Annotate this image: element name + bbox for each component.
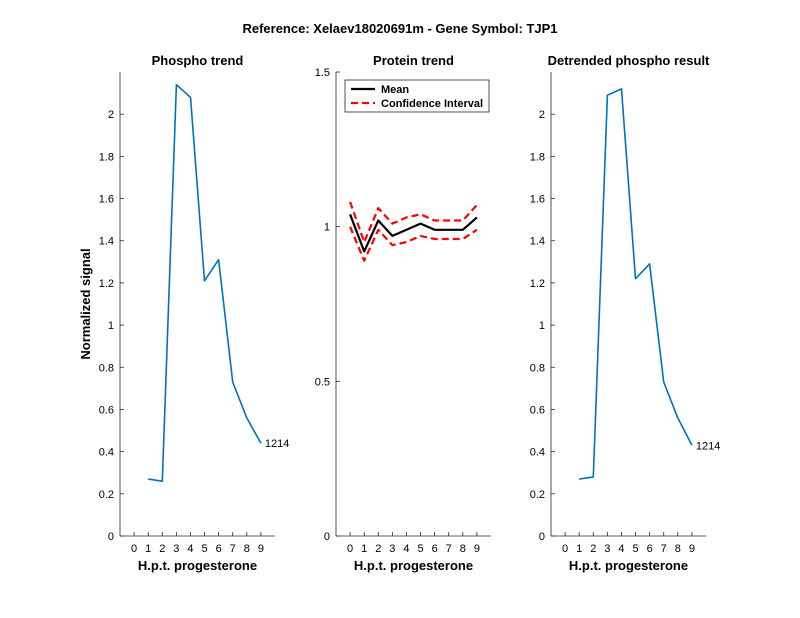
y-tick-label: 0.6 [99,404,114,416]
chart-panels: 00.20.40.60.811.21.41.61.820 1 2 3 4 5 6 7 8 9Pho… [78,53,720,573]
x-tick-label: 7 [661,543,667,555]
subplot-title: Phospho trend [152,53,244,68]
x-tick-label: 6 [432,543,438,555]
legend-label-mean: Mean [381,84,409,96]
chart-panel-3: 00.20.40.60.811.21.41.61.820 1 2 3 4 5 6 7 8 9Det… [530,53,721,573]
series-line-mean [349,213,478,253]
y-tick-label: 0.8 [530,362,545,374]
x-tick-label: 1 [576,543,582,555]
figure-title: Reference: Xelaev18020691m - Gene Symbol… [242,21,557,36]
x-axis-label: H.p.t. progesterone [569,558,688,573]
y-axis-label: Normalized signal [78,248,93,359]
x-tick-label: 9 [689,543,695,555]
x-tick-label: 4 [403,543,409,555]
y-tick-label: 1 [108,320,114,332]
x-axis-label: H.p.t. progesterone [138,558,257,573]
y-tick-label: 1.8 [530,151,545,163]
y-tick-label: 2 [108,109,114,121]
x-tick-label: 1 [145,543,151,555]
x-tick-label: 3 [173,543,179,555]
x-tick-label: 0 [131,543,137,555]
y-tick-label: 0.2 [530,489,545,501]
y-tick-label: 1 [539,320,545,332]
series-line-detrended [579,88,693,480]
y-tick-label: 1.8 [99,151,114,163]
chart-panel-1: 00.20.40.60.811.21.41.61.820 1 2 3 4 5 6 7 8 9Pho… [78,53,289,573]
y-tick-label: 0.2 [99,489,114,501]
subplot-title: Detrended phospho result [548,53,710,68]
x-tick-label: 6 [647,543,653,555]
legend: Mean Confidence Interval [344,79,490,113]
x-tick-label: 0 [562,543,568,555]
x-tick-label: 8 [675,543,681,555]
legend-label-ci: Confidence Interval [381,98,483,110]
x-tick-label: 5 [417,543,423,555]
y-tick-label: 2 [539,109,545,121]
y-tick-label: 0 [108,531,114,543]
x-tick-label: 8 [460,543,466,555]
y-tick-label: 0.4 [99,447,114,459]
data-point-annotation: 1214 [696,440,720,452]
x-tick-label: 2 [375,543,381,555]
x-tick-label: 7 [446,543,452,555]
y-tick-label: 1 [324,222,330,234]
series-line-phospho [148,83,262,483]
y-tick-label: 0 [539,531,545,543]
x-tick-label: 3 [604,543,610,555]
x-tick-label: 1 [361,543,367,555]
series-line-ci-lower [349,226,478,262]
y-tick-label: 1.6 [99,194,114,206]
y-tick-label: 1.5 [315,67,330,79]
data-point-annotation: 1214 [265,438,289,450]
y-tick-label: 1.4 [530,236,545,248]
y-tick-label: 0.6 [530,404,545,416]
series-line-ci-upper [349,201,478,244]
x-tick-label: 5 [201,543,207,555]
y-tick-label: 1.2 [530,278,545,290]
y-tick-label: 0 [324,531,330,543]
y-tick-label: 1.6 [530,194,545,206]
x-tick-label: 5 [632,543,638,555]
x-tick-label: 9 [474,543,480,555]
legend-box [344,79,490,113]
x-tick-label: 0 [347,543,353,555]
x-axis-label: H.p.t. progesterone [354,558,473,573]
y-tick-label: 0.8 [99,362,114,374]
x-tick-label: 2 [159,543,165,555]
y-tick-label: 1.2 [99,278,114,290]
x-tick-label: 4 [187,543,193,555]
x-tick-label: 2 [590,543,596,555]
x-tick-label: 7 [230,543,236,555]
subplot-title: Protein trend [373,53,454,68]
x-tick-label: 6 [216,543,222,555]
x-tick-label: 8 [244,543,250,555]
x-tick-label: 4 [618,543,624,555]
x-tick-label: 9 [258,543,264,555]
y-tick-label: 0.5 [315,376,330,388]
y-tick-label: 0.4 [530,447,545,459]
y-tick-label: 1.4 [99,236,114,248]
x-tick-label: 3 [389,543,395,555]
